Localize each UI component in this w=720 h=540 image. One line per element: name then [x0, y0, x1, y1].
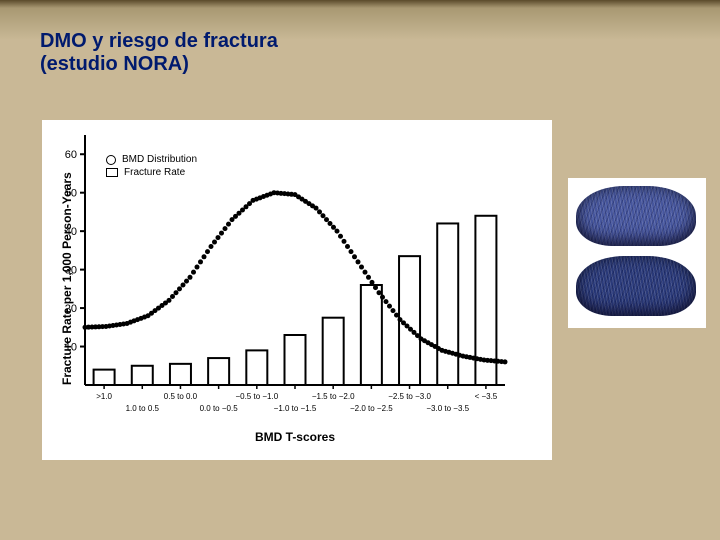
- curve-dot: [223, 226, 228, 231]
- svg-text:−0.5 to −1.0: −0.5 to −1.0: [235, 392, 278, 401]
- curve-dot: [349, 249, 354, 254]
- curve-dot: [188, 275, 193, 280]
- curve-dot: [338, 234, 343, 239]
- curve-dot: [226, 222, 231, 227]
- curve-dot: [195, 265, 200, 270]
- bone-image: [576, 186, 696, 246]
- curve-dot: [212, 240, 217, 245]
- curve-dot: [352, 254, 357, 259]
- svg-text:50: 50: [65, 188, 77, 200]
- curve-dot: [370, 280, 375, 285]
- curve-dot: [216, 235, 221, 240]
- curve-dot: [394, 313, 399, 318]
- curve-dot: [359, 265, 364, 270]
- bar: [246, 350, 267, 385]
- curve-dot: [373, 285, 378, 290]
- bar: [132, 366, 153, 385]
- curve-dot: [177, 286, 182, 291]
- bar: [323, 318, 344, 385]
- svg-text:40: 40: [65, 226, 77, 238]
- svg-text:0.5 to 0.0: 0.5 to 0.0: [164, 392, 198, 401]
- curve-dot: [219, 231, 224, 236]
- title-line-1: DMO y riesgo de fractura: [40, 30, 278, 53]
- bar: [94, 370, 115, 385]
- svg-text:>1.0: >1.0: [96, 392, 112, 401]
- curve-dot: [184, 279, 189, 284]
- curve-dot: [181, 283, 186, 288]
- svg-text:10: 10: [65, 342, 77, 354]
- bone-image: [576, 256, 696, 316]
- curve-dot: [356, 259, 361, 264]
- curve-dot: [202, 254, 207, 259]
- curve-dot: [384, 299, 389, 304]
- curve-dot: [170, 294, 175, 299]
- svg-text:60: 60: [65, 149, 77, 161]
- curve-dot: [377, 290, 382, 295]
- curve-dot: [314, 206, 319, 211]
- svg-text:< −3.5: < −3.5: [475, 392, 498, 401]
- svg-text:20: 20: [65, 303, 77, 315]
- svg-text:−1.5 to −2.0: −1.5 to −2.0: [312, 392, 355, 401]
- svg-text:1.0 to 0.5: 1.0 to 0.5: [126, 404, 160, 413]
- curve-dot: [380, 295, 385, 300]
- curve-dot: [503, 359, 508, 364]
- curve-dot: [174, 290, 179, 295]
- svg-text:−1.0 to −1.5: −1.0 to −1.5: [274, 404, 317, 413]
- svg-text:0.0 to −0.5: 0.0 to −0.5: [200, 404, 239, 413]
- chart-svg: 10 20 30 40 50 60 >1.0 0.5 to 0.0 −0.5 to −1.0 −1…: [42, 120, 552, 460]
- svg-text:−2.5 to −3.0: −2.5 to −3.0: [388, 392, 431, 401]
- curve-dot: [366, 275, 371, 280]
- title-line-2: (estudio NORA): [40, 53, 278, 76]
- bar: [285, 335, 306, 385]
- curve-dot: [387, 304, 392, 309]
- curve-dot: [324, 217, 329, 222]
- curve-dot: [317, 209, 322, 214]
- curve-dot: [328, 221, 333, 226]
- curve-dot: [331, 225, 336, 230]
- svg-text:−3.0 to −3.5: −3.0 to −3.5: [426, 404, 469, 413]
- page-title: DMO y riesgo de fractura (estudio NORA): [40, 30, 278, 76]
- curve-dot: [198, 259, 203, 264]
- curve-dot: [205, 249, 210, 254]
- curve-dot: [209, 244, 214, 249]
- curve-dot: [363, 270, 368, 275]
- curve-dot: [191, 270, 196, 275]
- curve-dot: [335, 229, 340, 234]
- curve-dot: [345, 244, 350, 249]
- bar: [170, 364, 191, 385]
- bar: [361, 285, 382, 385]
- svg-text:30: 30: [65, 265, 77, 277]
- curve-dot: [391, 308, 396, 313]
- curve-dot: [167, 298, 172, 303]
- curve-dot: [321, 213, 326, 218]
- curve-dot: [342, 239, 347, 244]
- bar: [437, 223, 458, 385]
- bar: [208, 358, 229, 385]
- svg-text:−2.0 to −2.5: −2.0 to −2.5: [350, 404, 393, 413]
